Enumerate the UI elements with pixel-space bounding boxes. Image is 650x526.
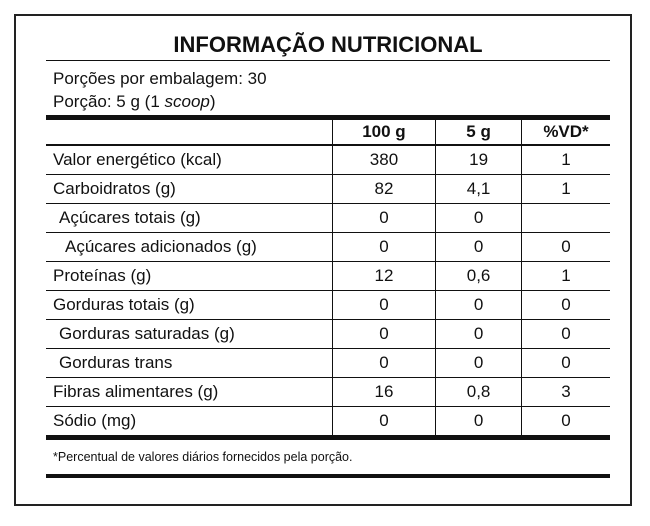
nutrient-value: 380: [331, 144, 436, 175]
nutrient-value: 1: [520, 144, 610, 175]
nutrient-value: 0: [435, 203, 522, 233]
nutrient-value: 82: [331, 174, 436, 204]
nutrient-value: 0: [435, 348, 522, 378]
nutrient-name: Gorduras trans: [46, 348, 333, 378]
nutrient-value: 0: [435, 290, 522, 320]
nutrient-value: 0: [520, 290, 610, 320]
nutrient-value: 0: [435, 319, 522, 349]
nutrient-value: 0: [331, 232, 436, 262]
nutrient-name: Valor energético (kcal): [46, 144, 333, 175]
nutrient-value: 0: [520, 348, 610, 378]
nutrient-row: Gorduras trans 0 0 0: [46, 348, 610, 378]
nutrient-name: Açúcares adicionados (g): [46, 232, 333, 262]
nutrient-name: Gorduras saturadas (g): [46, 319, 333, 349]
header-cell: 100 g: [331, 117, 436, 146]
nutrient-value: 0: [435, 232, 522, 262]
nutrient-value: 0: [520, 232, 610, 262]
nutrient-value: 0: [331, 290, 436, 320]
nutrient-value: 0: [331, 319, 436, 349]
nutrient-value: 12: [331, 261, 436, 291]
nutrient-name: Carboidratos (g): [46, 174, 333, 204]
nutrient-row: Gorduras totais (g) 0 0 0: [46, 290, 610, 320]
nutrient-value: 0: [435, 406, 522, 438]
nutrient-value: 3: [520, 377, 610, 407]
nutrient-name: Açúcares totais (g): [46, 203, 333, 233]
header-cell: 5 g: [435, 117, 522, 146]
serving-suffix: ): [209, 92, 216, 111]
nutrient-value: 4,1: [435, 174, 522, 204]
header-cell: [46, 117, 333, 146]
nutrient-value: 16: [331, 377, 436, 407]
nutrient-row: Proteínas (g) 12 0,6 1: [46, 261, 610, 291]
nutrient-row: Fibras alimentares (g) 16 0,8 3: [46, 377, 610, 407]
nutrient-row: Açúcares adicionados (g) 0 0 0: [46, 232, 610, 262]
nutrient-value: 1: [520, 174, 610, 204]
title: INFORMAÇÃO NUTRICIONAL: [173, 32, 483, 57]
divider: [46, 60, 610, 61]
nutrient-row: Carboidratos (g) 82 4,1 1: [46, 174, 610, 204]
serving-prefix: Porção: 5 g (1: [53, 92, 165, 111]
footnote: *Percentual de valores diários fornecido…: [53, 450, 353, 464]
nutrient-value: 0: [331, 203, 436, 233]
nutrient-value: 0: [331, 406, 436, 438]
nutrient-value: 0: [520, 319, 610, 349]
nutrient-value: 19: [435, 144, 522, 175]
nutrient-row: Sódio (mg) 0 0 0: [46, 406, 610, 438]
nutrient-row: Valor energético (kcal) 380 19 1: [46, 144, 610, 175]
nutrient-name: Gorduras totais (g): [46, 290, 333, 320]
serving-size: Porção: 5 g (1 scoop): [53, 92, 216, 112]
nutrient-name: Proteínas (g): [46, 261, 333, 291]
nutrient-value: 1: [520, 261, 610, 291]
nutrient-value: 0,8: [435, 377, 522, 407]
nutrient-name: Fibras alimentares (g): [46, 377, 333, 407]
divider: [46, 474, 610, 478]
header-cell: %VD*: [520, 117, 610, 146]
servings-per-package: Porções por embalagem: 30: [53, 69, 267, 88]
nutrient-value: 0,6: [435, 261, 522, 291]
empty-cell: [520, 203, 610, 233]
nutrient-name: Sódio (mg): [46, 406, 333, 438]
nutrient-value: 0: [331, 348, 436, 378]
serving-italic: scoop: [164, 92, 210, 111]
nutrient-value: 0: [520, 406, 610, 438]
nutrient-row: Gorduras saturadas (g) 0 0 0: [46, 319, 610, 349]
nutrient-row: Açúcares totais (g) 0 0: [46, 203, 610, 233]
label-frame: [14, 14, 632, 506]
